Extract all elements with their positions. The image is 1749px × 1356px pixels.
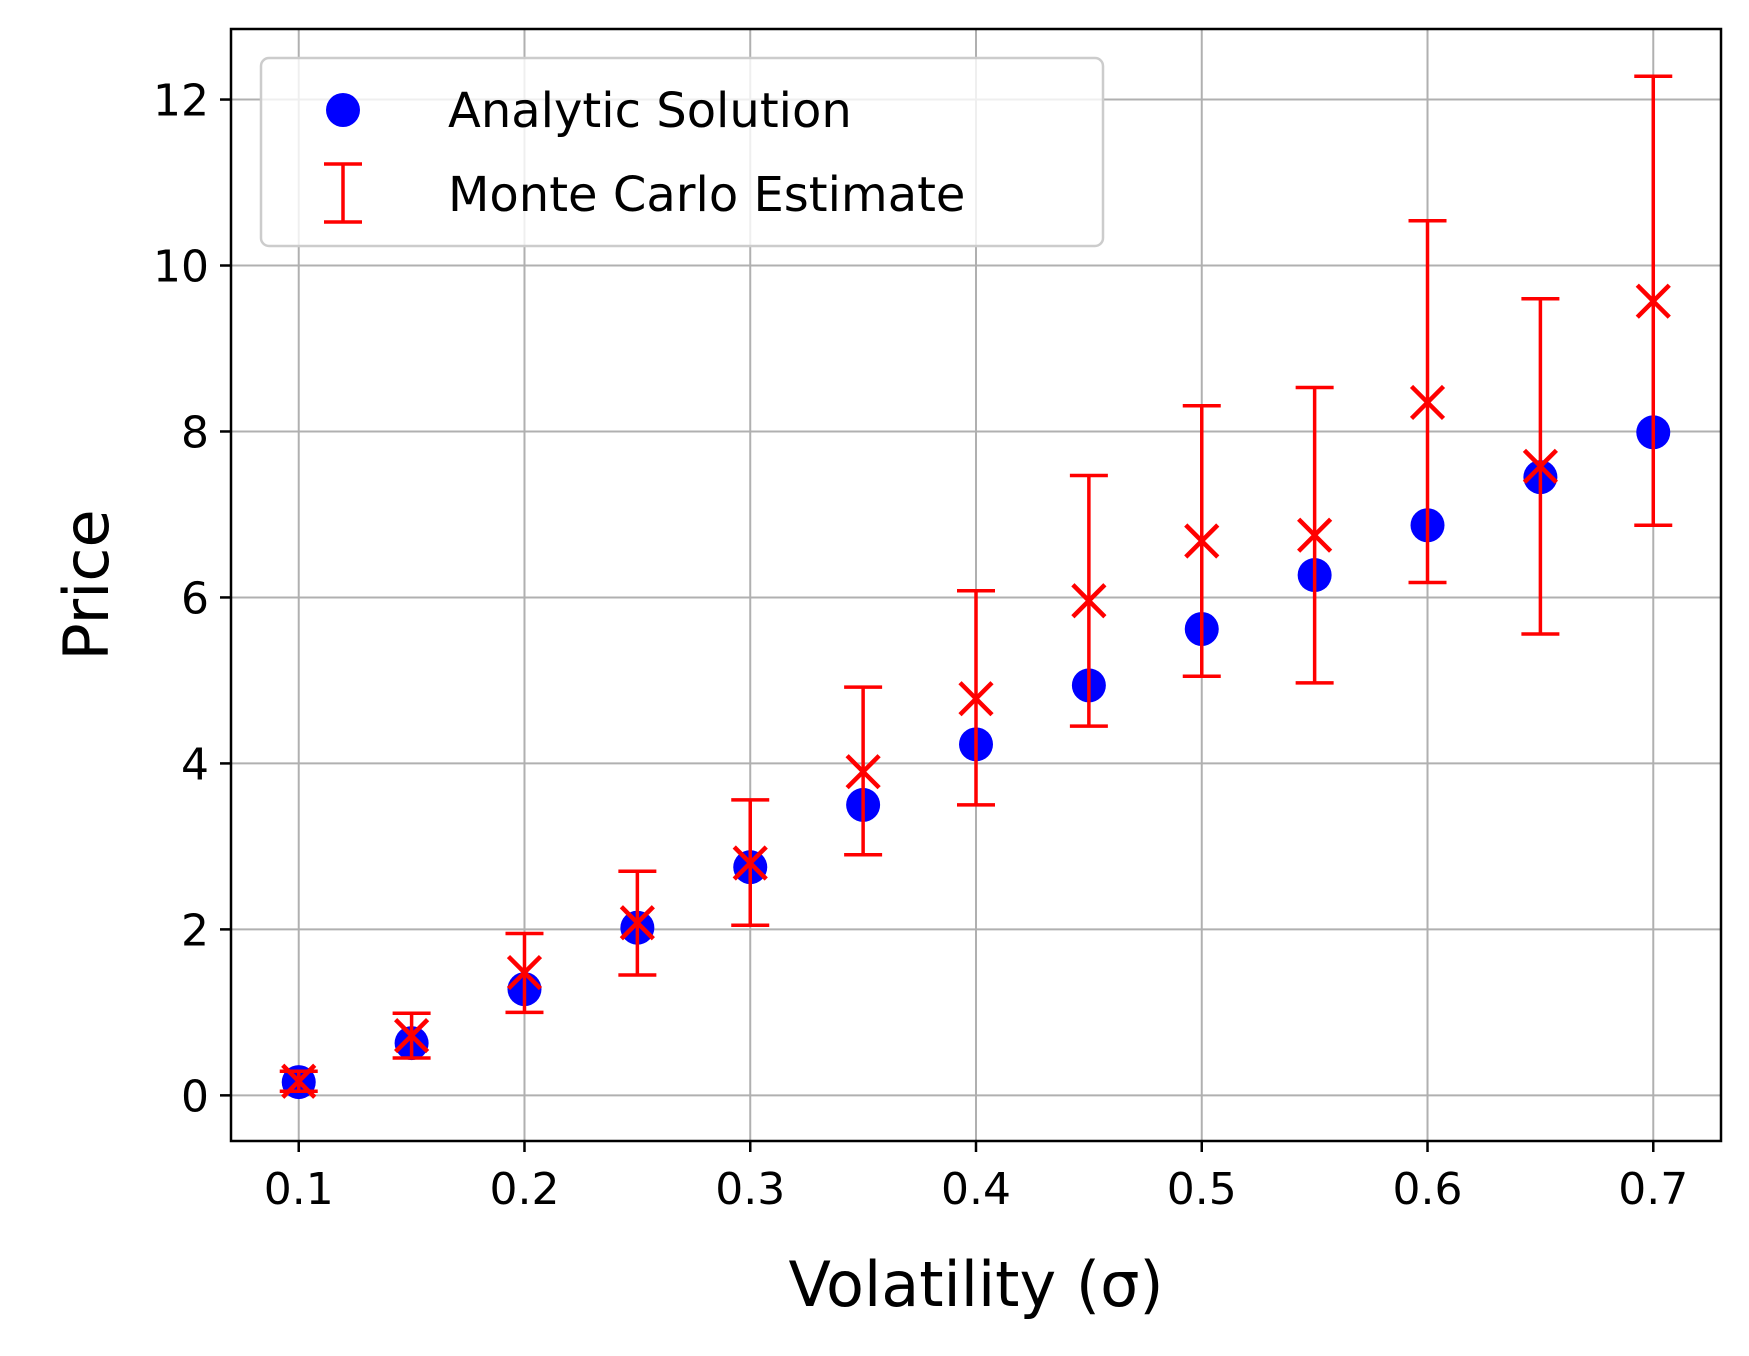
- plot-marks: [279, 74, 1673, 1100]
- y-tick-label: 0: [181, 1071, 209, 1122]
- x-tick-label: 0.1: [264, 1164, 334, 1215]
- x-tick-label: 0.5: [1167, 1164, 1237, 1215]
- monte-carlo-point: [1635, 283, 1671, 319]
- monte-carlo-point: [1522, 448, 1558, 484]
- x-marker-stroke: [732, 845, 768, 881]
- x-marker-stroke: [958, 681, 994, 717]
- monte-carlo-point: [958, 681, 994, 717]
- axis-ticks: 0.1 0.2 0.3 0.4 0.5 0.6 0.7 0 2 4 6 8 10 12: [153, 76, 1688, 1215]
- y-axis-title: Price: [50, 509, 123, 660]
- legend-label-monte-carlo: Monte Carlo Estimate: [448, 167, 965, 223]
- x-marker-stroke: [1184, 523, 1220, 559]
- monte-carlo-point: [506, 954, 543, 991]
- legend-box: [259, 56, 1105, 248]
- x-tick-label: 0.3: [715, 1164, 785, 1215]
- x-tick-label: 0.4: [941, 1164, 1011, 1215]
- x-marker-stroke: [1409, 384, 1446, 421]
- x-marker-stroke: [281, 1063, 317, 1099]
- monte-carlo-point: [281, 1063, 317, 1099]
- legend-marker-analytic: [326, 93, 360, 127]
- monte-carlo-point: [1071, 583, 1107, 619]
- x-marker-stroke: [394, 1018, 430, 1054]
- monte-carlo-point: [845, 754, 881, 790]
- monte-carlo-point: [394, 1018, 430, 1054]
- monte-carlo-point: [619, 905, 655, 941]
- x-marker-stroke: [506, 954, 543, 991]
- y-tick-label: 6: [181, 573, 209, 624]
- monte-carlo-point: [1297, 517, 1333, 553]
- x-tick-label: 0.7: [1618, 1164, 1688, 1215]
- x-marker-stroke: [1522, 448, 1558, 484]
- y-tick-label: 10: [153, 242, 209, 293]
- x-marker-stroke: [1635, 283, 1671, 319]
- y-tick-label: 2: [181, 905, 209, 956]
- y-tick-label: 8: [181, 407, 209, 458]
- y-tick-label: 12: [153, 76, 209, 127]
- x-marker-stroke: [1297, 517, 1333, 553]
- x-marker-stroke: [845, 754, 881, 790]
- x-axis-title: Volatility (σ): [788, 1248, 1163, 1321]
- x-marker-stroke: [1071, 583, 1107, 619]
- monte-carlo-point: [732, 845, 768, 881]
- monte-carlo-point: [1184, 523, 1220, 559]
- legend-marker-monte-carlo: [324, 162, 362, 224]
- x-tick-label: 0.2: [489, 1164, 559, 1215]
- x-marker-stroke: [619, 905, 655, 941]
- legend: Analytic Solution Monte Carlo Estimate: [259, 56, 1105, 248]
- legend-label-analytic: Analytic Solution: [448, 83, 852, 139]
- monte-carlo-point: [1409, 384, 1446, 421]
- x-tick-label: 0.6: [1393, 1164, 1463, 1215]
- y-tick-label: 4: [181, 739, 209, 790]
